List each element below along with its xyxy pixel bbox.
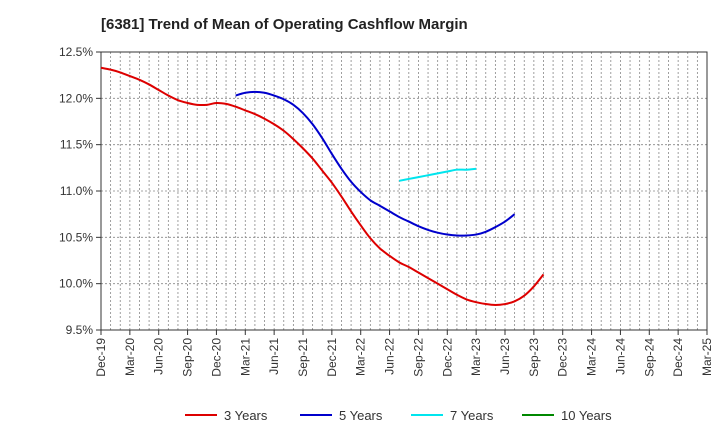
series-line-5-years <box>235 90 516 237</box>
x-tick-label: Dec-24 <box>671 338 685 377</box>
x-tick-label: Dec-19 <box>94 338 108 377</box>
x-tick-label: Mar-25 <box>700 338 714 376</box>
y-tick-label: 11.0% <box>60 184 93 198</box>
legend-label: 5 Years <box>339 408 383 423</box>
chart-title: [6381] Trend of Mean of Operating Cashfl… <box>101 16 468 33</box>
x-tick-label: Dec-23 <box>556 338 570 377</box>
x-tick-label: Jun-20 <box>152 338 166 375</box>
series-line-3-years <box>100 66 545 306</box>
legend-label: 7 Years <box>450 408 494 423</box>
x-tick-label: Sep-21 <box>296 338 310 377</box>
x-tick-label: Jun-23 <box>498 338 512 375</box>
y-tick-label: 12.0% <box>59 91 93 105</box>
y-tick-label: 11.5% <box>60 138 93 152</box>
x-tick-label: Sep-20 <box>181 338 195 377</box>
x-tick-label: Jun-22 <box>383 338 397 375</box>
x-tick-label: Mar-21 <box>238 338 252 376</box>
x-tick-label: Dec-22 <box>440 338 454 377</box>
x-tick-label: Sep-24 <box>642 338 656 377</box>
x-tick-label: Mar-20 <box>123 338 137 376</box>
y-tick-label: 9.5% <box>66 323 94 337</box>
y-tick-label: 10.0% <box>59 277 93 291</box>
x-tick-label: Dec-20 <box>209 338 223 377</box>
y-tick-label: 12.5% <box>59 45 93 59</box>
x-tick-label: Jun-24 <box>613 338 627 375</box>
x-tick-label: Sep-23 <box>527 338 541 377</box>
x-tick-label: Mar-22 <box>354 338 368 376</box>
plot-frame <box>100 51 708 331</box>
legend-label: 10 Years <box>561 408 612 423</box>
series-line-7-years <box>398 167 477 182</box>
x-tick-label: Dec-21 <box>325 338 339 377</box>
x-tick-label: Mar-24 <box>585 338 599 376</box>
x-tick-label: Mar-23 <box>469 338 483 376</box>
y-tick-label: 10.5% <box>59 230 93 244</box>
x-tick-label: Jun-21 <box>267 338 281 375</box>
x-tick-label: Sep-22 <box>411 338 425 377</box>
legend-label: 3 Years <box>224 408 268 423</box>
